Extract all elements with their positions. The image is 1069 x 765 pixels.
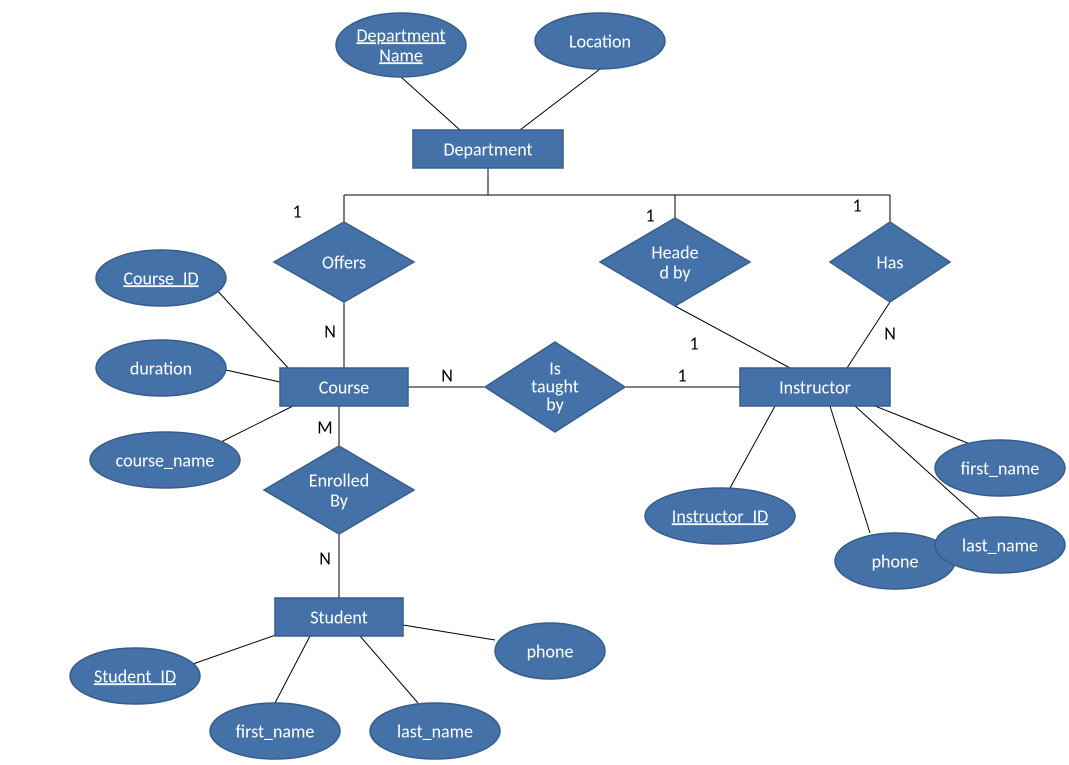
attribute-last-name-student: last_name [370, 703, 500, 759]
rel-label: by [546, 393, 564, 415]
attribute-first-name-instructor: first_name [935, 440, 1065, 496]
relationship-headed-by: Heade d by [600, 218, 750, 306]
attr-label: Department [356, 24, 445, 46]
entity-course: Course [280, 368, 408, 406]
edge [360, 636, 418, 703]
attribute-last-name-instructor: last_name [935, 517, 1065, 573]
cardinality-label: 1 [852, 194, 861, 216]
attr-label: first_name [961, 457, 1040, 479]
edge [215, 288, 290, 370]
entity-label: Course [319, 376, 370, 398]
cardinality-label: 1 [292, 200, 301, 222]
entity-label: Instructor [779, 376, 851, 398]
attribute-first-name-student: first_name [210, 703, 340, 759]
relationship-enrolled-by: Enrolled By [264, 446, 414, 534]
attribute-location: Location [535, 13, 665, 69]
edge [275, 636, 310, 703]
entity-label: Student [310, 606, 368, 628]
cardinality-label: N [884, 322, 896, 344]
relationship-offers: Offers [274, 222, 414, 302]
attr-label: Name [379, 44, 423, 66]
relationship-has: Has [830, 222, 950, 302]
cardinality-label: N [324, 320, 336, 342]
edge [520, 69, 600, 130]
cardinality-label: N [441, 364, 453, 386]
edge [830, 406, 870, 533]
rel-label: Has [877, 251, 904, 273]
attr-label: phone [527, 640, 574, 662]
attr-label: Course_ID [123, 267, 198, 289]
cardinality-label: M [317, 416, 332, 438]
er-diagram: Department Name Location Course_ID durat… [0, 0, 1069, 765]
entity-instructor: Instructor [740, 368, 890, 406]
attr-label: duration [130, 357, 192, 379]
relationship-is-taught-by: Is taught by [485, 342, 625, 432]
attribute-course-id: Course_ID [96, 250, 226, 306]
attribute-dept-name: Department Name [336, 13, 466, 77]
rel-label: Enrolled [309, 469, 369, 491]
attr-label: Location [569, 30, 631, 52]
edge [226, 370, 280, 382]
cardinality-label: 1 [689, 332, 698, 354]
entity-label: Department [443, 138, 532, 160]
edge [875, 406, 980, 448]
attr-label: phone [872, 550, 919, 572]
rel-label: Offers [322, 251, 366, 273]
attr-label: last_name [397, 720, 473, 742]
cardinality-label: 1 [645, 204, 654, 226]
rel-label: By [330, 489, 349, 511]
attr-label: last_name [962, 534, 1038, 556]
edge [730, 406, 775, 488]
edge [401, 77, 460, 130]
entity-student: Student [275, 598, 403, 636]
attribute-phone-student: phone [495, 623, 605, 679]
attr-label: Student_ID [94, 665, 176, 687]
rel-label: d by [659, 261, 691, 283]
attribute-course-name: course_name [90, 432, 240, 488]
cardinality-label: 1 [677, 364, 686, 386]
attr-label: Instructor_ID [672, 505, 768, 527]
entity-department: Department [413, 130, 563, 168]
edge [215, 406, 293, 445]
attr-label: first_name [236, 720, 315, 742]
rel-label: Heade [651, 241, 698, 263]
edge [403, 625, 495, 640]
attribute-student-id: Student_ID [70, 648, 200, 704]
attr-label: course_name [116, 449, 215, 471]
attribute-instructor-id: Instructor_ID [645, 488, 795, 544]
cardinality-label: N [319, 547, 331, 569]
attribute-duration: duration [96, 340, 226, 396]
